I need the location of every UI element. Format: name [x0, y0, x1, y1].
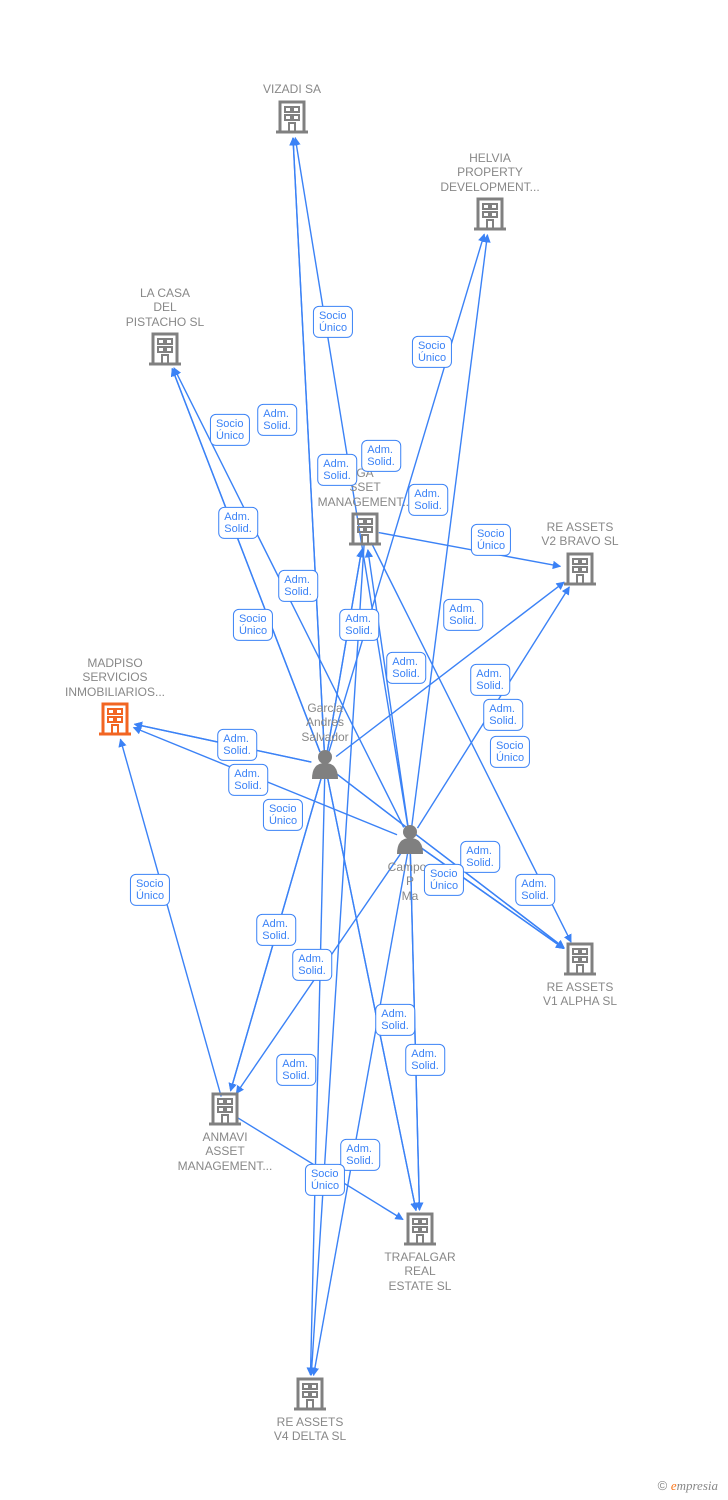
building-icon[interactable]: [209, 1094, 241, 1124]
edge-line: [379, 533, 561, 567]
building-icon[interactable]: [349, 514, 381, 544]
edge-line: [311, 544, 364, 1375]
edge-line: [421, 848, 563, 948]
brand-rest: mpresia: [677, 1478, 718, 1493]
edge-line: [412, 235, 488, 826]
edge-line: [327, 550, 361, 751]
edge-line: [236, 852, 402, 1094]
building-icon[interactable]: [276, 102, 308, 132]
edge-line: [135, 724, 312, 762]
building-icon[interactable]: [564, 944, 596, 974]
building-icon[interactable]: [99, 704, 131, 734]
building-icon[interactable]: [564, 554, 596, 584]
building-icon[interactable]: [474, 199, 506, 229]
edge-line: [371, 543, 571, 943]
edge-line: [237, 1117, 403, 1219]
copyright: © empresia: [658, 1478, 718, 1494]
edge-line: [134, 728, 398, 835]
edge-line: [336, 582, 564, 756]
edge-line: [172, 369, 320, 752]
person-icon[interactable]: [312, 750, 338, 779]
building-icon[interactable]: [149, 334, 181, 364]
building-icon[interactable]: [404, 1214, 436, 1244]
edge-line: [417, 587, 569, 828]
building-icon[interactable]: [294, 1379, 326, 1409]
edge-line: [231, 778, 322, 1090]
edge-line: [410, 854, 419, 1210]
edge-line: [329, 234, 484, 751]
edge-line: [368, 550, 408, 826]
edge-line: [120, 739, 221, 1096]
network-graph-svg: [0, 0, 728, 1500]
person-icon[interactable]: [397, 825, 423, 854]
copyright-symbol: ©: [658, 1478, 668, 1493]
